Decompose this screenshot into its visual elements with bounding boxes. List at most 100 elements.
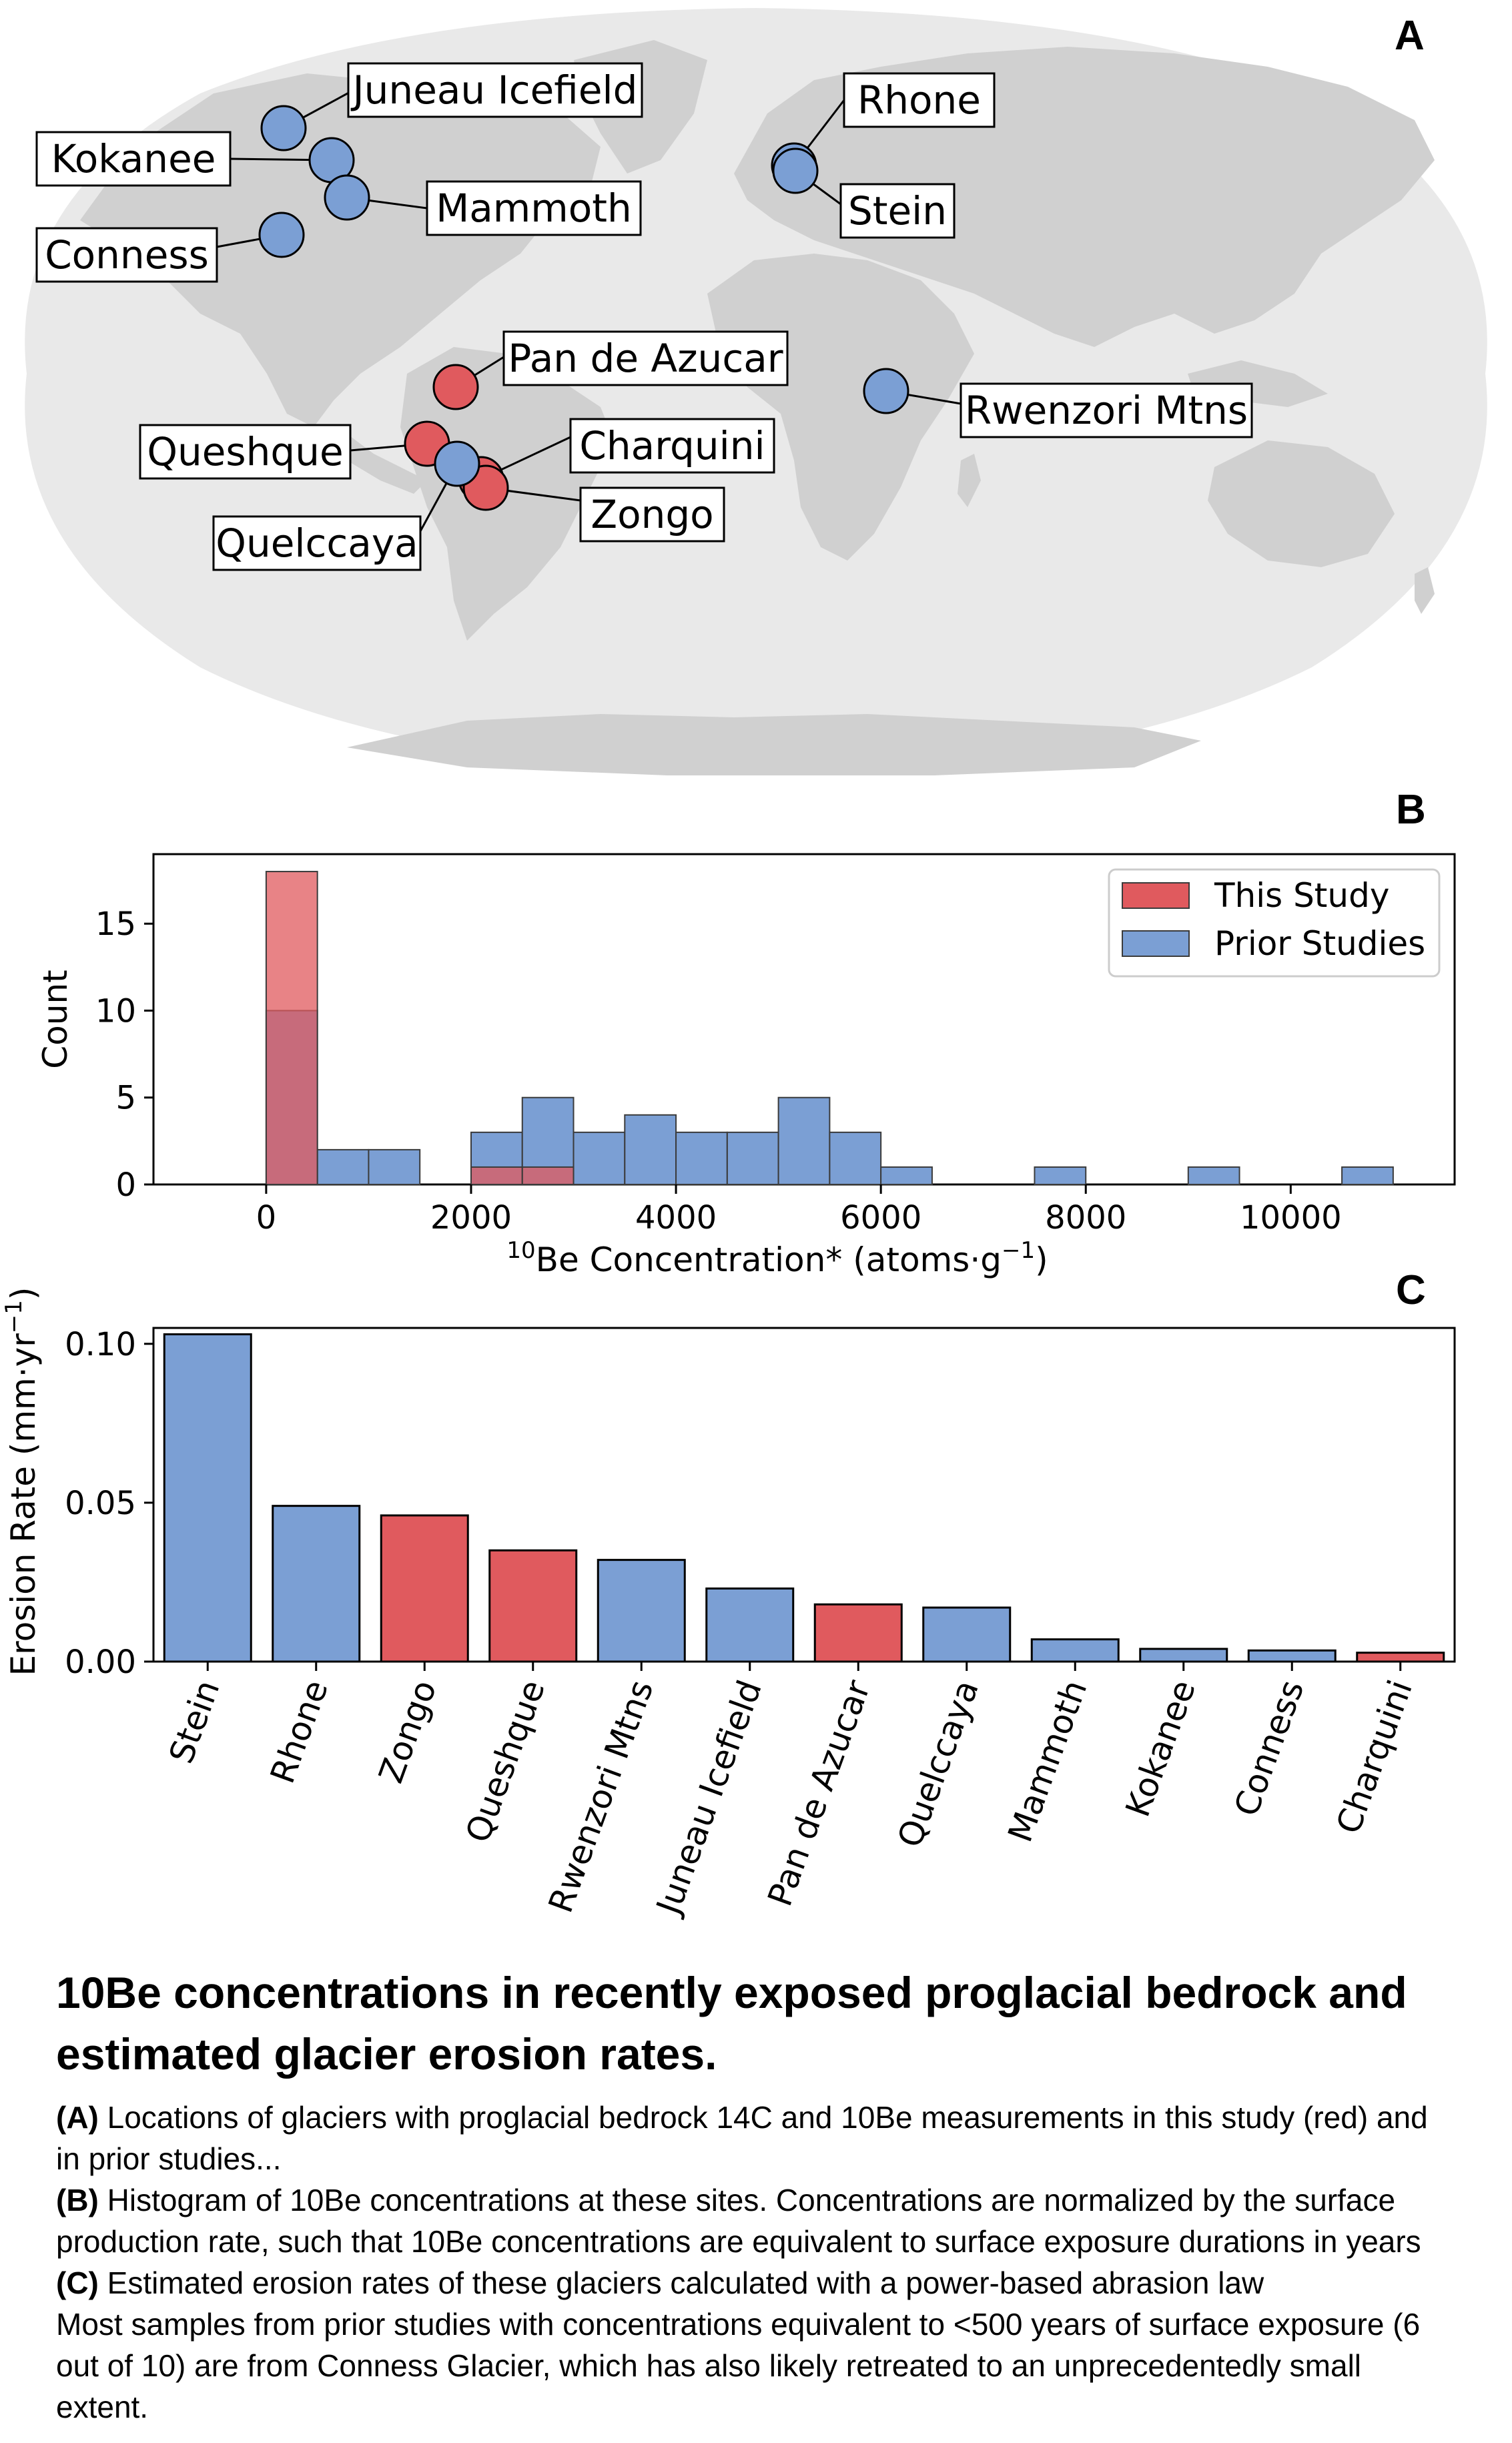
hist-ylabel: Count — [36, 970, 75, 1069]
bar-ytick-label-0-05: 0.05 — [65, 1485, 136, 1522]
bar-xtick-label-juneau-icefield: Juneau Icefield — [649, 1675, 769, 1921]
bar-ylabel-close: ) — [4, 1287, 43, 1301]
bar-rhone — [272, 1505, 361, 1663]
land-madagascar — [958, 454, 981, 507]
site-label-pan-de-azucar: Pan de Azucar — [508, 336, 783, 381]
hist-bar-prior-7500 — [1034, 1166, 1087, 1186]
hist-bar-prior-5000 — [777, 1096, 831, 1185]
caption-c-label: (C) — [56, 2265, 99, 2300]
site-marker-stein — [772, 147, 819, 194]
bar-xtick-label-kokanee: Kokanee — [1118, 1675, 1203, 1822]
site-label-box-pan-de-azucar — [502, 330, 789, 386]
site-label-rhone: Rhone — [857, 77, 981, 123]
hist-legend-frame — [1108, 868, 1441, 978]
hist-bar-this-study-2000 — [470, 1166, 523, 1186]
bar-xtick-label-rwenzori-mtns: Rwenzori Mtns — [541, 1675, 661, 1918]
figure: Juneau Icefield Kokanee Mammoth Conness Rhon… — [1, 8, 1487, 1921]
site-label-kokanee: Kokanee — [51, 136, 216, 182]
site-label-box-rwenzori-mtns — [960, 382, 1253, 438]
hist-xtick-label-6000: 6000 — [840, 1199, 921, 1237]
bar-juneau-icefield — [705, 1587, 795, 1663]
site-marker-juneau-icefield — [260, 105, 307, 151]
hist-ytick-label-0: 0 — [115, 1166, 136, 1204]
hist-bar-prior-6000 — [880, 1166, 933, 1186]
caption-a-text: Locations of glaciers with proglacial be… — [56, 2100, 1428, 2176]
site-label-box-mammoth — [426, 180, 642, 236]
caption-title: 10Be concentrations in recently exposed … — [56, 1968, 1407, 2079]
bar-queshque — [488, 1549, 578, 1663]
caption: 10Be concentrations in recently exposed … — [56, 1962, 1457, 2428]
site-marker-pan-de-azucar — [432, 364, 479, 410]
hist-ytick-label-5: 5 — [115, 1080, 136, 1117]
site-label-box-quelccaya — [212, 515, 422, 571]
bar-stein — [163, 1333, 252, 1663]
bar-ylabel-main: Erosion Rate (mm·yr — [4, 1333, 43, 1676]
hist-xlabel-sup: 10 — [506, 1237, 535, 1264]
site-label-box-rhone — [843, 72, 996, 128]
hist-xtick-label-4000: 4000 — [635, 1199, 717, 1237]
hist-bar-prior-4000 — [675, 1131, 728, 1186]
site-label-juneau-icefield: Juneau Icefield — [351, 67, 638, 113]
caption-b-text: Histogram of 10Be concentrations at thes… — [56, 2183, 1421, 2259]
site-label-box-charquini — [569, 418, 775, 474]
caption-c-text: Estimated erosion rates of these glacier… — [98, 2265, 1264, 2300]
hist-bar-prior-5500 — [829, 1131, 882, 1186]
site-marker-rwenzori-mtns — [863, 368, 909, 414]
site-label-stein: Stein — [848, 188, 947, 234]
bar-mammoth — [1030, 1638, 1120, 1663]
hist-bar-prior-3000 — [573, 1131, 626, 1186]
caption-note: Most samples from prior studies with con… — [56, 2307, 1421, 2424]
bar-xtick-label-quelccaya: Quelccaya — [890, 1675, 986, 1852]
site-label-charquini: Charquini — [579, 423, 765, 468]
hist-xtick-label-2000: 2000 — [430, 1199, 512, 1237]
hist-legend: This Study Prior Studies — [1108, 868, 1441, 978]
hist-bar-prior-9000 — [1187, 1166, 1240, 1186]
hist-xlabel: 10Be Concentration* (atoms·g−1) — [506, 1237, 1048, 1279]
caption-b: (B) Histogram of 10Be concentrations at … — [56, 2179, 1457, 2262]
site-label-box-queshque — [139, 424, 352, 480]
hist-bar-prior-10500 — [1341, 1166, 1394, 1186]
caption-c: (C) Estimated erosion rates of these gla… — [56, 2262, 1457, 2304]
bar-zongo — [380, 1514, 469, 1663]
bar-xtick-label-stein: Stein — [161, 1675, 227, 1768]
site-label-box-conness — [35, 227, 218, 283]
bar-charquini — [1356, 1652, 1445, 1663]
panel-label-a: A — [1395, 13, 1425, 59]
site-label-mammoth: Mammoth — [436, 186, 632, 231]
bar-conness — [1247, 1649, 1337, 1663]
site-label-box-juneau-icefield — [347, 62, 643, 118]
hist-xtick-label-10000: 10000 — [1240, 1199, 1342, 1237]
site-label-zongo: Zongo — [591, 492, 713, 537]
figure-svg: Juneau Icefield Kokanee Mammoth Conness Rhon… — [1, 8, 1487, 1921]
bar-xtick-label-charquini: Charquini — [1329, 1675, 1420, 1838]
hist-bar-prior-500 — [316, 1148, 370, 1186]
caption-a: (A) Locations of glaciers with proglacia… — [56, 2097, 1457, 2179]
bar-xtick-label-rhone: Rhone — [263, 1675, 336, 1788]
site-label-quelccaya: Quelccaya — [216, 520, 418, 566]
site-marker-mammoth — [324, 174, 370, 221]
hist-bar-prior-3500 — [624, 1114, 677, 1185]
caption-b-label: (B) — [56, 2183, 99, 2217]
hist-bar-this-study-0 — [265, 871, 318, 1185]
hist-xlabel-exp: −1 — [1002, 1237, 1035, 1264]
site-marker-quelccaya — [434, 440, 480, 487]
hist-legend-label-this-study: This Study — [1214, 876, 1389, 915]
panel-label-b: B — [1396, 787, 1426, 833]
bar-ytick-label-0-00: 0.00 — [65, 1644, 136, 1681]
bar-ytick-label-0-10: 0.10 — [65, 1326, 136, 1363]
hist-bar-prior-1000 — [368, 1148, 421, 1186]
bar-ylabel-exp: −1 — [1, 1300, 27, 1333]
site-label-queshque: Queshque — [147, 429, 343, 474]
bar-rwenzori-mtns — [597, 1559, 686, 1663]
bar-quelccaya — [922, 1606, 1012, 1663]
bar-xtick-label-conness: Conness — [1227, 1675, 1312, 1821]
site-label-box-zongo — [579, 486, 725, 543]
bar-pan-de-azucar — [813, 1603, 903, 1663]
hist-bar-prior-4500 — [726, 1131, 779, 1186]
site-label-rwenzori-mtns: Rwenzori Mtns — [965, 388, 1248, 433]
site-label-conness: Conness — [45, 232, 209, 278]
hist-legend-swatch-prior-studies — [1122, 930, 1190, 957]
hist-xtick-label-8000: 8000 — [1045, 1199, 1126, 1237]
